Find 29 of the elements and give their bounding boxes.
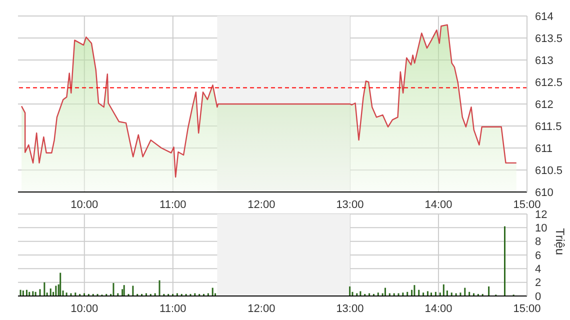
y-tick-label: 610 bbox=[535, 186, 554, 199]
x-tick-label: 10:00 bbox=[70, 302, 98, 315]
y-tick-label: 12 bbox=[535, 208, 548, 221]
y-tick-label: 4 bbox=[535, 264, 542, 276]
x-tick-label: 12:00 bbox=[248, 302, 276, 315]
y2-axis-title: Triệu bbox=[552, 228, 567, 255]
y-tick-label: 611.5 bbox=[535, 120, 562, 133]
x-tick-label: 15:00 bbox=[513, 302, 541, 315]
x-tick-label: 11:00 bbox=[160, 198, 186, 211]
y-tick-label: 613.5 bbox=[535, 32, 563, 45]
x-tick-label: 15:00 bbox=[513, 198, 541, 211]
y-tick-label: 8 bbox=[535, 236, 542, 248]
x-tick-label: 14:00 bbox=[424, 302, 452, 315]
x-tick-label: 11:00 bbox=[160, 302, 186, 315]
y-tick-label: 0 bbox=[535, 290, 542, 303]
x-tick-label: 12:00 bbox=[248, 198, 276, 211]
y-tick-label: 612 bbox=[535, 98, 554, 111]
x-tick-label: 10:00 bbox=[70, 198, 98, 211]
y-tick-label: 610.5 bbox=[535, 164, 563, 177]
x-tick-label: 13:00 bbox=[336, 198, 364, 211]
y-tick-label: 10 bbox=[535, 222, 548, 235]
x-tick-label: 13:00 bbox=[336, 302, 364, 315]
y-tick-label: 612.5 bbox=[535, 76, 563, 89]
x-tick-label: 14:00 bbox=[424, 198, 452, 211]
y-tick-label: 613 bbox=[535, 54, 554, 67]
y-tick-label: 611 bbox=[535, 142, 553, 155]
y-tick-label: 6 bbox=[535, 250, 542, 262]
y-tick-label: 614 bbox=[535, 10, 554, 23]
y-tick-label: 2 bbox=[535, 277, 542, 290]
